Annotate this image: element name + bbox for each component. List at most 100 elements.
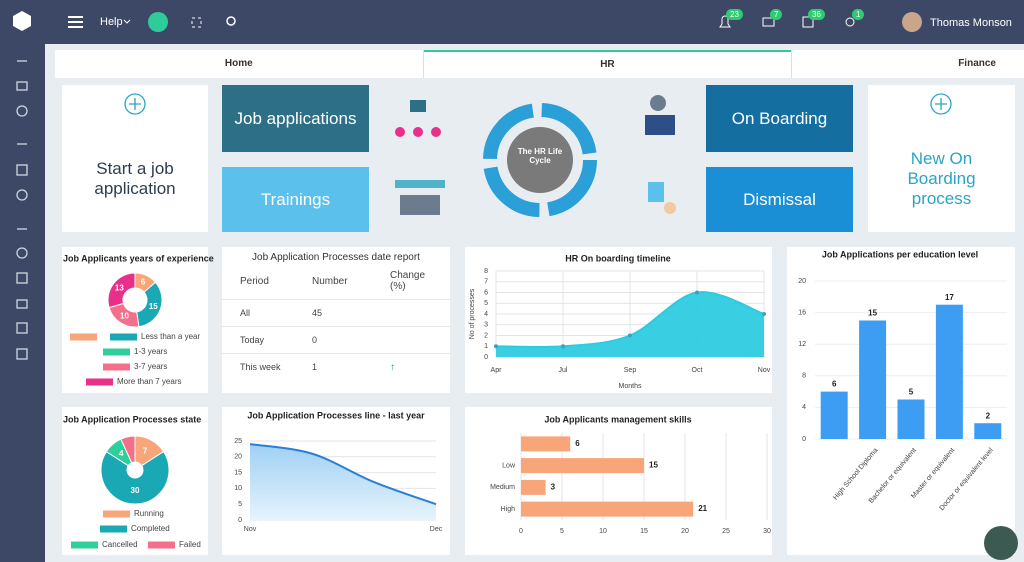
y-tick-label: 20 [234, 454, 242, 461]
data-label: 15 [868, 309, 877, 318]
x-tick-label: 0 [519, 528, 523, 535]
help-menu[interactable]: Help [100, 16, 123, 28]
x-tick-label: 25 [722, 528, 730, 535]
y-tick-label: 4 [802, 404, 806, 411]
y-axis-label: No of processes [469, 288, 476, 339]
tab-bar: Home HR Finance [55, 50, 1024, 78]
document-icon [648, 182, 676, 214]
data-label: 7 [143, 447, 148, 456]
chart-icon[interactable] [16, 322, 28, 334]
legend-label: Less than a year [141, 332, 200, 341]
plus-icon [124, 93, 146, 115]
point [762, 312, 766, 316]
data-label: 30 [131, 486, 140, 495]
legend-swatch [71, 541, 98, 549]
chart-title: HR On boarding timeline [565, 253, 671, 263]
y-tick-label: 0 [484, 354, 488, 361]
x-tick-label: 15 [640, 528, 648, 535]
column-header: Period [222, 263, 294, 300]
box-icon[interactable] [16, 272, 28, 284]
y-tick-label: 25 [234, 438, 242, 445]
tile-graphics [124, 93, 952, 217]
legend-label: Cancelled [102, 540, 138, 549]
folder-icon[interactable] [16, 81, 28, 91]
y-tick-label: High [501, 506, 516, 513]
on-boarding-tile[interactable]: On Boarding [706, 85, 853, 152]
job-applications-tile[interactable]: Job applications [222, 85, 369, 152]
add-icon[interactable] [16, 189, 28, 201]
y-tick-label: 15 [234, 469, 242, 476]
plus-icon [930, 93, 952, 115]
x-tick-label: Master or equivalent [910, 447, 956, 500]
legend-label: 1-3 years [134, 347, 167, 356]
bar [897, 399, 925, 439]
table-title: Job Application Processes date report [252, 252, 420, 263]
legend-swatch [70, 333, 97, 341]
y-tick-label: 7 [484, 279, 488, 286]
cell: This week [240, 362, 281, 372]
x-axis-label: Months [619, 383, 642, 390]
cell: 0 [294, 326, 372, 354]
search-icon[interactable] [226, 16, 236, 26]
legend-label: Completed [131, 524, 170, 533]
y-tick-label: 1 [484, 343, 488, 350]
badge: 7 [770, 9, 783, 20]
bell-icon[interactable] [719, 15, 731, 28]
bar [974, 423, 1002, 439]
plus-icon [129, 98, 141, 110]
edit-button[interactable] [148, 12, 168, 32]
data-label: 4 [119, 449, 124, 458]
bar [521, 479, 546, 495]
chevron [123, 19, 131, 24]
bar [521, 458, 644, 474]
org-icon [395, 100, 441, 137]
top-bar: Help 23 7 36 1 Thomas Monson [0, 0, 1024, 44]
avatar[interactable] [902, 12, 922, 32]
sidebar-icons [16, 60, 28, 360]
logo[interactable] [13, 11, 31, 31]
card [465, 407, 772, 555]
legend-label: More than 7 years [117, 377, 181, 386]
mail-icon[interactable] [762, 17, 775, 27]
notification-icons [719, 15, 855, 28]
grid-icon[interactable] [16, 164, 28, 176]
chart-title: Job Application Processes line - last ye… [247, 410, 425, 420]
column-header: Number [294, 263, 372, 300]
bar [935, 304, 963, 439]
sun-icon[interactable] [845, 17, 855, 27]
y-tick-label: 3 [484, 322, 488, 329]
trainings-tile[interactable]: Trainings [222, 167, 369, 232]
point [628, 333, 632, 338]
tab[interactable]: Finance [791, 50, 1024, 78]
tab[interactable]: Home [55, 50, 424, 78]
chart-title: Job Applicants years of experience [63, 253, 214, 263]
assistant-button[interactable] [984, 526, 1018, 560]
cell [372, 299, 450, 327]
fullscreen-icon[interactable] [191, 17, 202, 28]
x-tick-label: 10 [599, 528, 607, 535]
user-name[interactable]: Thomas Monson [930, 17, 1012, 29]
donut-segment [100, 450, 170, 505]
apps-icon[interactable] [16, 348, 28, 360]
bar [521, 436, 571, 452]
data-label: 10 [120, 312, 129, 321]
tab-active[interactable]: HR [423, 50, 792, 78]
legend-label: 3-7 years [134, 362, 167, 371]
cell: Today [222, 326, 294, 354]
line [249, 443, 437, 506]
dismissal-tile[interactable]: Dismissal [706, 167, 853, 232]
y-tick-label: 20 [798, 278, 806, 285]
star-icon[interactable] [16, 105, 28, 117]
menu-icon[interactable] [68, 16, 83, 28]
settings-icon[interactable] [16, 247, 28, 259]
data-label: 15 [649, 461, 658, 470]
chart-title: Job Applicants management skills [544, 414, 691, 424]
badge: 1 [852, 9, 865, 20]
legend-label: Running [134, 509, 164, 518]
y-tick-label: 4 [484, 311, 488, 318]
cell: All [222, 299, 294, 327]
data-label: 6 [141, 277, 146, 286]
briefcase-icon[interactable] [16, 299, 28, 309]
y-tick-label: 10 [234, 485, 242, 492]
